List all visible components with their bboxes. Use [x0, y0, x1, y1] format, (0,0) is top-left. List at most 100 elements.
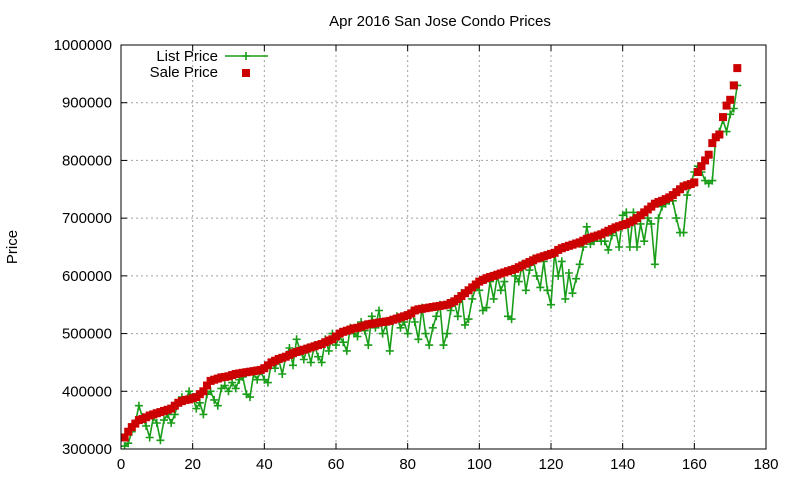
point-list-price	[507, 315, 516, 324]
x-tick-label: 120	[538, 456, 563, 473]
point-list-price	[342, 346, 351, 355]
point-list-price	[615, 243, 624, 251]
point-list-price	[461, 320, 469, 329]
point-list-price	[543, 286, 552, 295]
point-list-price	[160, 416, 168, 425]
point-list-price	[134, 401, 143, 410]
point-list-price	[414, 335, 423, 344]
point-list-price	[582, 222, 591, 231]
point-list-price	[514, 277, 523, 286]
point-list-price	[633, 243, 641, 251]
chart-title: Apr 2016 San Jose Condo Prices	[329, 13, 551, 30]
point-list-price	[199, 410, 208, 419]
point-sale-price	[203, 381, 211, 390]
point-sale-price	[708, 139, 717, 148]
point-sale-price	[124, 427, 133, 436]
point-list-price	[536, 283, 545, 292]
point-list-price	[572, 274, 581, 283]
point-list-price	[263, 378, 272, 387]
point-list-price	[378, 329, 387, 338]
point-list-price	[729, 104, 738, 113]
point-list-price	[439, 341, 448, 350]
point-sale-price	[719, 113, 727, 122]
point-sale-price	[199, 387, 208, 396]
point-list-price	[453, 312, 462, 321]
point-sale-price	[701, 156, 710, 165]
point-list-price	[292, 335, 301, 344]
point-sale-price	[715, 130, 724, 139]
point-list-price	[640, 237, 649, 246]
point-list-price	[564, 269, 573, 277]
point-list-price	[396, 323, 405, 332]
point-sale-price	[690, 178, 699, 187]
point-list-price	[547, 300, 555, 309]
point-sale-price	[729, 81, 738, 90]
point-list-price	[289, 361, 297, 370]
point-sale-price	[697, 162, 706, 171]
point-list-price	[428, 323, 437, 332]
point-list-price	[568, 289, 577, 298]
point-list-price	[142, 421, 151, 430]
point-list-price	[464, 315, 473, 324]
point-sale-price	[733, 64, 742, 73]
point-list-price	[625, 243, 634, 251]
x-tick-label: 0	[117, 456, 125, 473]
point-list-price	[246, 393, 254, 402]
point-list-price	[156, 436, 165, 445]
point-list-price	[145, 433, 154, 442]
y-tick-label: 400000	[62, 383, 112, 400]
plot-frame	[120, 44, 767, 450]
point-list-price	[353, 332, 362, 341]
point-list-price	[722, 127, 731, 136]
point-list-price	[554, 271, 563, 280]
point-list-price	[647, 219, 656, 228]
point-list-price	[375, 306, 383, 315]
y-tick-label: 600000	[62, 268, 112, 285]
point-list-price	[324, 346, 333, 355]
point-list-price	[726, 110, 735, 119]
point-list-price	[708, 176, 717, 185]
legend-marker-list-price	[242, 52, 250, 60]
point-list-price	[192, 404, 201, 413]
y-tick-label: 900000	[62, 95, 112, 112]
point-list-price	[600, 237, 609, 246]
point-list-price	[425, 341, 434, 350]
y-tick-label: 500000	[62, 326, 112, 343]
point-list-price	[152, 419, 161, 427]
point-list-price	[683, 191, 692, 200]
series-line-list-price	[124, 85, 739, 447]
point-list-price	[496, 286, 505, 295]
point-list-price	[443, 329, 452, 338]
point-list-price	[489, 294, 498, 303]
x-tick-label: 40	[256, 456, 273, 473]
point-list-price	[224, 387, 233, 396]
x-tick-label: 140	[610, 456, 635, 473]
point-list-price	[278, 370, 287, 378]
point-list-price	[421, 329, 430, 338]
y-tick-label: 300000	[62, 441, 112, 458]
point-list-price	[575, 260, 584, 269]
point-list-price	[672, 214, 681, 223]
point-list-price	[220, 381, 229, 390]
point-list-price	[482, 303, 491, 312]
point-list-price	[167, 419, 176, 427]
point-list-price	[604, 245, 613, 254]
legend-marker-sale-price	[242, 69, 250, 77]
point-list-price	[231, 384, 240, 393]
legend-label-list-price: List Price	[156, 48, 218, 65]
point-list-price	[364, 341, 373, 350]
point-list-price	[500, 277, 509, 286]
point-list-price	[299, 355, 308, 364]
x-tick-label: 100	[467, 456, 492, 473]
y-tick-label: 1000000	[54, 37, 112, 54]
y-tick-label: 800000	[62, 152, 112, 169]
point-sale-price	[693, 168, 702, 176]
point-sale-price	[726, 95, 735, 104]
point-sale-price	[704, 150, 713, 159]
x-tick-label: 80	[399, 456, 416, 473]
point-list-price	[367, 312, 376, 321]
point-list-price	[468, 294, 477, 303]
point-list-price	[410, 318, 419, 326]
point-list-price	[385, 346, 394, 355]
